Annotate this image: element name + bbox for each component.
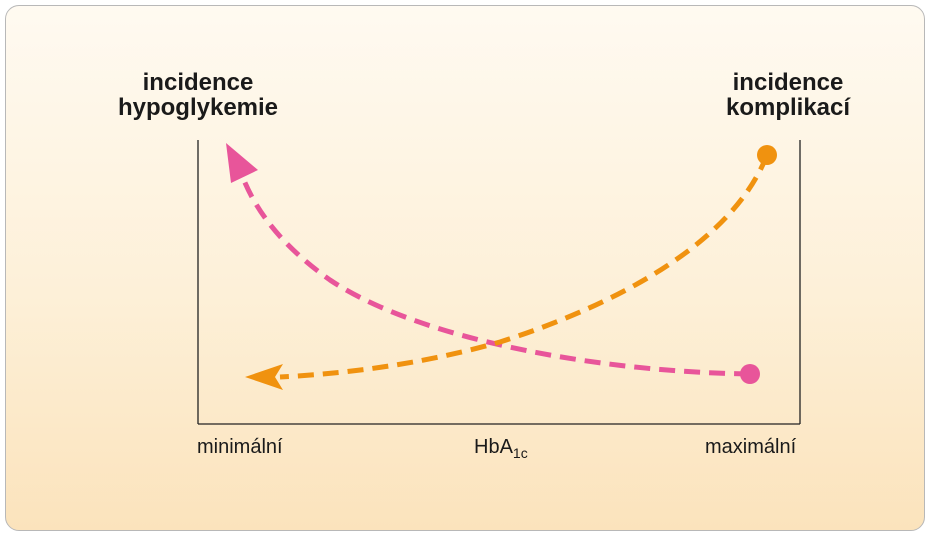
x-label-maximal: maximální xyxy=(705,436,797,458)
y-title-complications: incidence komplikací xyxy=(718,70,858,120)
y-title-right-line1: incidence xyxy=(732,69,844,96)
hypoglycemia-arrowhead xyxy=(226,143,258,183)
complications-curve xyxy=(279,154,770,380)
diagram-card xyxy=(5,5,925,531)
x-label-minimal: minimální xyxy=(197,436,283,458)
hypoglycemia-curve xyxy=(240,177,751,377)
y-title-left-line1: incidence xyxy=(142,69,254,96)
y-title-right-line2: komplikací xyxy=(725,94,851,121)
complications-start-dot xyxy=(757,145,777,165)
y-title-left-line2: hypoglykemie xyxy=(117,94,279,121)
x-label-hba1c-subscript: 1c xyxy=(512,445,528,461)
x-label-hba1c: HbA1c xyxy=(474,435,528,461)
hypoglycemia-start-dot xyxy=(740,364,760,384)
y-title-hypoglycemia: incidence hypoglykemie xyxy=(110,70,286,120)
x-label-hba1c-base: HbA xyxy=(474,436,513,458)
complications-arrowhead xyxy=(245,364,283,390)
